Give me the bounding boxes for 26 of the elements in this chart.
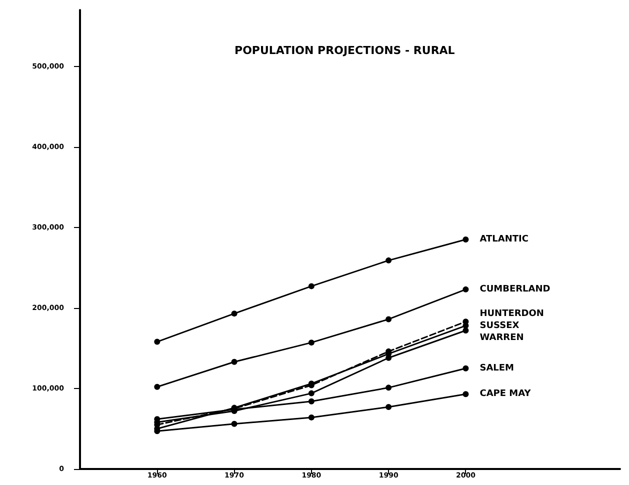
point (462, 365, 469, 372)
point (308, 283, 314, 290)
series-label: HUNTERDON (480, 308, 544, 319)
point (154, 338, 160, 345)
point (308, 390, 314, 396)
point (462, 236, 469, 242)
series-label: ATLANTIC (480, 234, 529, 244)
point (231, 420, 238, 427)
series-label: CAPE MAY (480, 389, 532, 400)
point (231, 358, 238, 365)
point (308, 398, 314, 404)
point (308, 414, 314, 420)
series-label: WARREN (480, 332, 524, 343)
point (154, 384, 160, 390)
point (386, 257, 392, 264)
point (462, 391, 469, 398)
point (462, 286, 469, 292)
point (386, 404, 392, 410)
point (231, 310, 238, 317)
point (386, 316, 392, 322)
series-label: SUSSEX (480, 320, 520, 331)
series-label: SALEM (480, 363, 514, 374)
point (386, 384, 392, 391)
text: POPULATION PROJECTIONS - RURAL (234, 44, 455, 57)
series-label: CUMBERLAND (480, 284, 550, 294)
point (308, 340, 314, 346)
